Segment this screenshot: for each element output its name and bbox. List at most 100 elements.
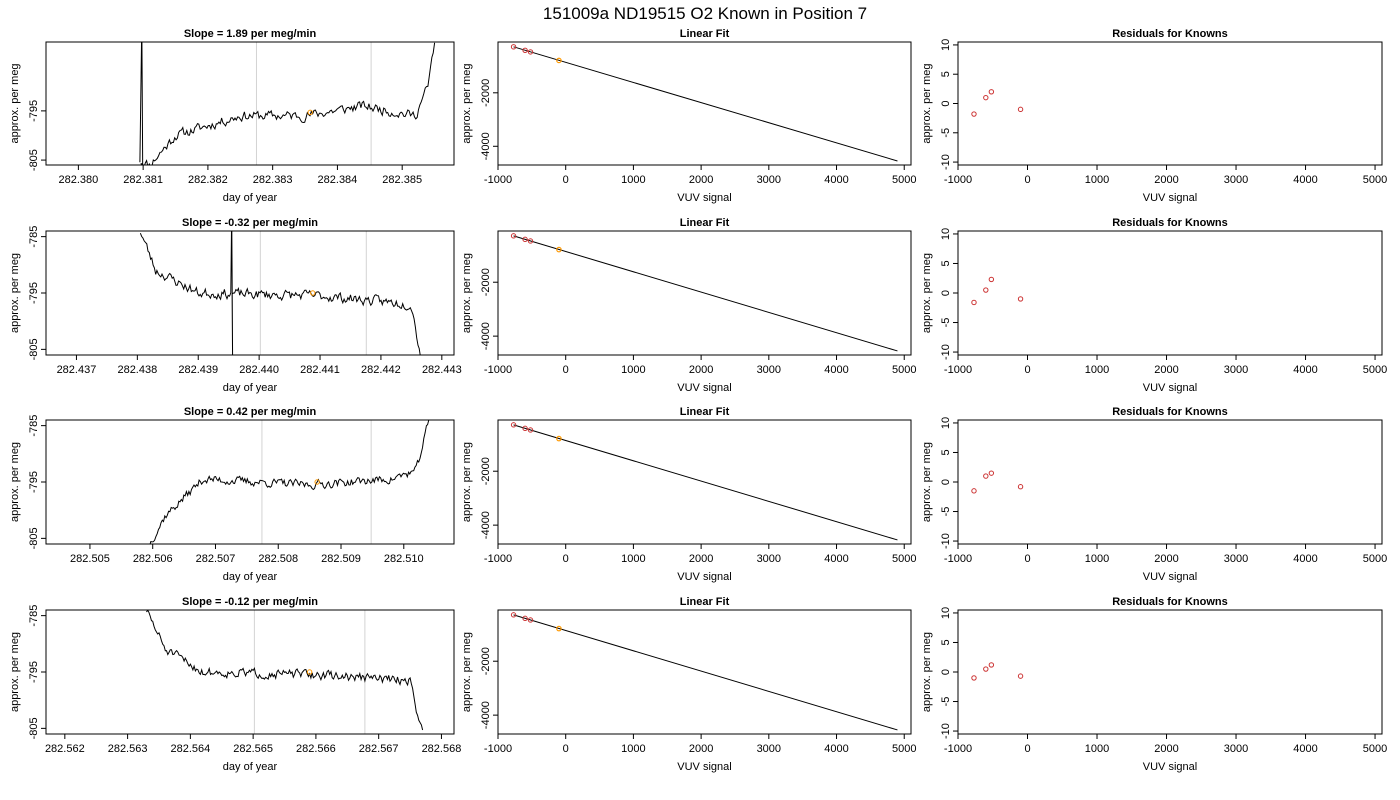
x-tick-label: 5000 — [1363, 364, 1387, 376]
panel-title: Slope = -0.32 per meg/min — [182, 217, 318, 229]
x-tick-label: 282.562 — [45, 743, 85, 755]
plot-frame — [957, 230, 1383, 356]
plot-frame — [497, 609, 912, 735]
panel-r3-c2: Linear Fit -1000 0 1000 2000 3000 4000 5000 -200… — [461, 406, 916, 583]
plot-frame — [497, 419, 912, 545]
x-tick-label: 4000 — [1293, 553, 1317, 565]
panel-r3-c3: Residuals for Knowns -1000 0 1000 2000 3000 40… — [921, 406, 1387, 583]
y-tick-label: -2000 — [480, 457, 492, 485]
y-axis-label: approx. per meg — [921, 632, 933, 712]
x-tick-label: 4000 — [824, 743, 848, 755]
y-tick-label: -795 — [28, 100, 40, 122]
panel-title: Residuals for Knowns — [1112, 406, 1228, 418]
y-axis-label: approx. per meg — [9, 253, 21, 333]
data-trace — [139, 231, 421, 355]
panel-title: Residuals for Knowns — [1112, 217, 1228, 229]
known-point — [527, 238, 534, 244]
x-tick-label: 0 — [563, 174, 569, 186]
x-tick-label: 1000 — [621, 743, 645, 755]
known-point — [510, 612, 517, 618]
sample-marker — [314, 479, 320, 485]
plot-frame — [957, 419, 1383, 545]
x-tick-label: 282.568 — [422, 743, 462, 755]
plot-area — [971, 89, 1024, 117]
y-tick-label: -785 — [28, 605, 40, 627]
panel-title: Linear Fit — [680, 596, 730, 608]
x-tick-label: 4000 — [1293, 174, 1317, 186]
known-point — [1017, 673, 1024, 679]
known-point — [527, 427, 534, 433]
y-axis-label: approx. per meg — [921, 63, 933, 143]
y-tick-label: -5 — [940, 697, 952, 707]
x-axis-label: VUV signal — [1143, 192, 1197, 204]
x-axis-label: VUV signal — [1143, 761, 1197, 773]
known-point — [971, 675, 977, 681]
x-tick-label: -1000 — [944, 174, 972, 186]
panel-title: Slope = -0.12 per meg/min — [182, 596, 318, 608]
y-axis-label: approx. per meg — [461, 442, 473, 522]
panel-title: Slope = 1.89 per meg/min — [184, 28, 317, 40]
plot-area — [510, 422, 898, 541]
y-tick-label: 10 — [940, 39, 952, 51]
x-tick-label: 282.382 — [188, 174, 228, 186]
x-tick-label: 282.439 — [178, 364, 218, 376]
sample-marker — [310, 290, 316, 296]
known-point — [1017, 484, 1024, 490]
x-tick-label: 1000 — [1085, 743, 1109, 755]
x-tick-label: 282.438 — [117, 364, 157, 376]
x-tick-label: 282.385 — [382, 174, 422, 186]
panel-r3-c1: Slope = 0.42 per meg/min 282.505 282.506 28… — [9, 406, 455, 583]
y-tick-label: -805 — [28, 149, 40, 171]
sample-point — [556, 435, 562, 442]
x-tick-label: 0 — [563, 743, 569, 755]
y-tick-label: -2000 — [480, 79, 492, 107]
known-point — [510, 422, 517, 428]
x-tick-label: 2000 — [1154, 364, 1178, 376]
y-tick-label: 0 — [940, 100, 952, 106]
x-tick-label: 4000 — [1293, 743, 1317, 755]
x-tick-label: 282.506 — [133, 553, 173, 565]
x-tick-label: 282.565 — [233, 743, 273, 755]
y-tick-label: -4000 — [480, 322, 492, 350]
y-tick-label: -4000 — [480, 701, 492, 729]
sample-marker — [307, 109, 313, 116]
sample-point — [556, 57, 562, 64]
known-point — [522, 47, 528, 53]
y-axis-label: approx. per meg — [461, 63, 473, 143]
sample-marker — [306, 669, 313, 675]
x-tick-label: 5000 — [1363, 174, 1387, 186]
plot-frame — [497, 41, 912, 166]
x-tick-label: 282.384 — [318, 174, 358, 186]
x-axis-label: day of year — [223, 192, 278, 204]
y-tick-label: 10 — [940, 228, 952, 240]
known-point — [527, 49, 534, 55]
x-tick-label: 3000 — [1224, 364, 1248, 376]
panel-r2-c2: Linear Fit -1000 0 1000 2000 3000 4000 5000 -200… — [461, 217, 916, 394]
x-tick-label: 5000 — [1363, 743, 1387, 755]
known-point — [988, 662, 995, 668]
y-tick-label: 0 — [940, 479, 952, 485]
y-tick-label: -2000 — [480, 268, 492, 296]
panel-r1-c2: Linear Fit -1000 0 1000 2000 3000 4000 5000 -200… — [461, 28, 916, 204]
known-point — [971, 111, 977, 117]
plot-frame — [45, 41, 455, 166]
known-point — [1017, 106, 1024, 113]
plot-area — [510, 612, 898, 731]
known-point — [510, 233, 517, 239]
y-axis-label: approx. per meg — [461, 632, 473, 712]
plot-area — [971, 276, 1024, 306]
known-point — [988, 89, 995, 95]
x-tick-label: 282.505 — [70, 553, 110, 565]
known-point — [983, 287, 989, 293]
known-point — [983, 666, 989, 672]
known-point — [988, 276, 995, 283]
x-axis-label: VUV signal — [1143, 382, 1197, 394]
plot-frame — [957, 41, 1383, 166]
x-tick-label: 4000 — [824, 364, 848, 376]
x-tick-label: 2000 — [1154, 553, 1178, 565]
x-tick-label: -1000 — [944, 364, 972, 376]
panel-title: Residuals for Knowns — [1112, 596, 1228, 608]
x-tick-label: 2000 — [1154, 174, 1178, 186]
y-tick-label: -785 — [28, 415, 40, 437]
known-point — [1017, 296, 1024, 302]
